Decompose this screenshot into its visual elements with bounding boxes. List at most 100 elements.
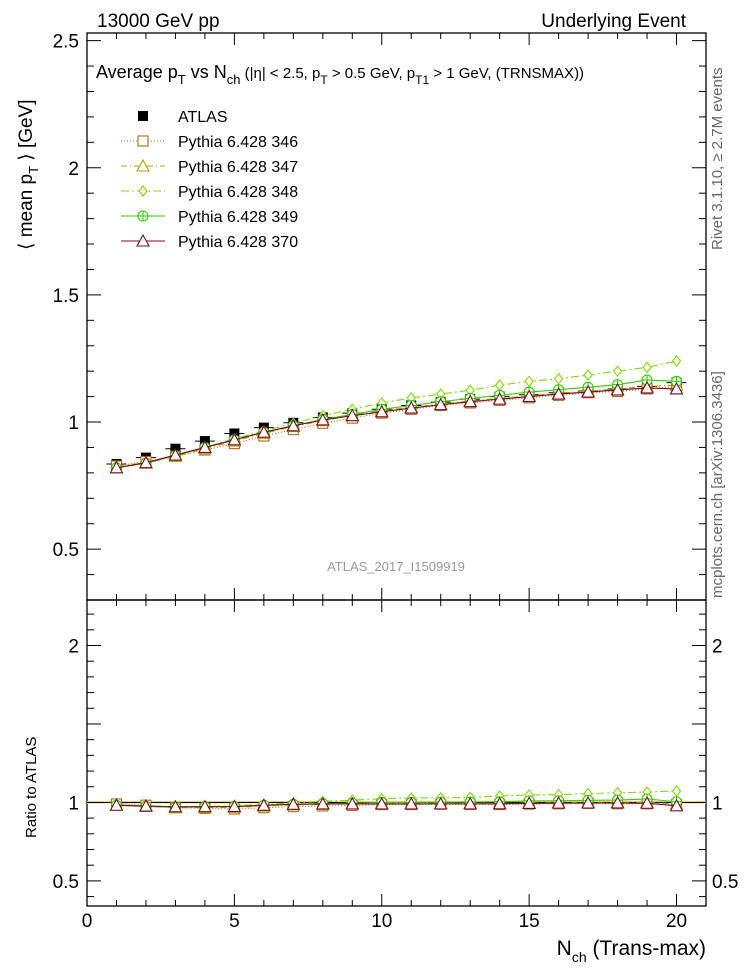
series-point-4 <box>551 386 566 400</box>
ratio-y-axis-label: Ratio to ATLAS <box>23 737 40 838</box>
x-tick-label: 5 <box>229 911 240 932</box>
series-point-2 <box>524 375 534 388</box>
x-tick-label: 20 <box>666 911 687 932</box>
series-point-3 <box>670 375 683 387</box>
series-point-4 <box>197 440 212 453</box>
ratio-point-4 <box>433 796 448 810</box>
y-tick-label: 1 <box>68 413 79 434</box>
main-axis-ticks <box>86 33 707 600</box>
legend-label-3: Pythia 6.428 349 <box>178 209 298 226</box>
ratio-point-4 <box>404 796 419 810</box>
legend-marker-1 <box>136 158 150 172</box>
ratio-point-4 <box>197 799 212 813</box>
header-right: Underlying Event <box>541 11 686 32</box>
ratio-point-4 <box>345 796 360 810</box>
plot-title: Average pT vs Nch (|η| < 2.5, pT > 0.5 G… <box>96 62 584 87</box>
legend-label-4: Pythia 6.428 370 <box>178 234 298 251</box>
series-line-2 <box>116 360 677 468</box>
ratio-axis-ticks <box>86 600 707 906</box>
ratio-y-tick-labels: 0.5 0.5 1 1 2 2 <box>53 637 739 893</box>
series-point-4 <box>522 389 537 403</box>
ratio-point-4 <box>227 799 242 813</box>
series-point-4 <box>286 418 301 432</box>
series-point-4 <box>168 447 183 461</box>
ratio-point-4 <box>669 798 684 812</box>
series-point-4 <box>109 460 124 474</box>
ratio-point-4 <box>139 798 153 812</box>
y-tick-label: 2 <box>68 159 79 180</box>
series-line-0 <box>116 385 677 467</box>
legend-label-0: Pythia 6.428 346 <box>178 134 298 151</box>
mcplots-label: mcplots.cern.ch [arXiv:1306.3436] <box>709 371 726 598</box>
legend-marker-3 <box>137 210 149 222</box>
ratio-y-tick-label: 2 <box>68 637 79 658</box>
series-point-2 <box>671 355 682 367</box>
x-tick-label: 0 <box>82 911 93 932</box>
series-point-2 <box>553 372 564 385</box>
legend-label-atlas: ATLAS <box>178 109 228 126</box>
ratio-y-tick-label-right: 2 <box>712 637 723 658</box>
rivet-label: Rivet 3.1.10, ≥ 2.7M events <box>709 68 726 251</box>
series-point-2 <box>612 365 623 378</box>
series-point-4 <box>581 384 596 398</box>
ratio-y-tick-label-right: 1 <box>712 793 723 814</box>
series-layer <box>106 355 687 474</box>
series-point-2 <box>494 379 505 392</box>
analysis-watermark: ATLAS_2017_I1509919 <box>327 559 465 574</box>
y-tick-label: 2.5 <box>53 32 79 53</box>
y-axis-label: ⟨ mean pT ⟩ [GeV] <box>16 99 41 250</box>
series-point-4 <box>374 404 389 418</box>
legend-label-1: Pythia 6.428 347 <box>178 159 298 176</box>
ratio-point-4 <box>315 796 330 810</box>
series-point-2 <box>583 369 593 381</box>
ratio-point-4 <box>610 795 625 809</box>
ratio-point-4 <box>640 796 654 809</box>
ratio-point-4 <box>109 798 124 811</box>
series-point-4 <box>669 381 684 395</box>
ratio-point-2 <box>671 785 682 797</box>
legend-marker-0 <box>137 135 149 147</box>
legend-marker-atlas <box>138 111 148 121</box>
ratio-point-4 <box>286 797 301 810</box>
ratio-point-4 <box>168 799 183 813</box>
series-point-4 <box>227 432 242 446</box>
ratio-y-tick-label: 1 <box>68 793 79 814</box>
ratio-line-2 <box>116 790 677 808</box>
series-point-4 <box>610 382 625 396</box>
header-left: 13000 GeV pp <box>97 11 220 32</box>
legend-label-2: Pythia 6.428 348 <box>178 184 298 201</box>
series-point-4 <box>345 408 360 422</box>
ratio-point-4 <box>256 798 271 811</box>
ratio-point-4 <box>551 795 566 809</box>
series-point-4 <box>492 391 507 405</box>
series-point-4 <box>463 394 478 408</box>
ratio-point-4 <box>581 795 596 809</box>
ratio-plot-frame <box>86 599 707 907</box>
series-point-4 <box>640 380 654 394</box>
ratio-line-4 <box>116 802 677 808</box>
series-point-4 <box>256 425 271 438</box>
y-tick-label: 1.5 <box>53 286 79 307</box>
x-tick-label: 10 <box>371 911 392 932</box>
x-axis-label: Nch (Trans-max) <box>557 937 706 965</box>
x-tick-labels: 0 5 10 15 20 <box>82 911 687 932</box>
series-point-2 <box>642 361 652 374</box>
main-y-tick-labels: 0.5 1 1.5 2 2.5 <box>53 32 79 562</box>
legend-marker-4 <box>136 233 150 247</box>
series-line-4 <box>116 387 677 469</box>
ratio-series-layer <box>87 785 706 815</box>
series-point-4 <box>315 412 330 426</box>
ratio-y-tick-label-right: 0.5 <box>712 872 738 893</box>
ratio-point-4 <box>522 796 537 809</box>
ratio-point-4 <box>463 796 478 810</box>
legend-marker-2 <box>138 185 148 197</box>
series-point-4 <box>404 400 419 414</box>
y-tick-label: 0.5 <box>53 540 79 561</box>
series-point-4 <box>139 455 153 469</box>
ratio-point-4 <box>374 796 389 810</box>
x-tick-label: 15 <box>519 911 540 932</box>
legend: ATLAS Pythia 6.428 346 Pythia 6.428 347 Pyt… <box>121 109 298 251</box>
series-point-4 <box>433 397 448 411</box>
ratio-point-4 <box>492 796 507 810</box>
